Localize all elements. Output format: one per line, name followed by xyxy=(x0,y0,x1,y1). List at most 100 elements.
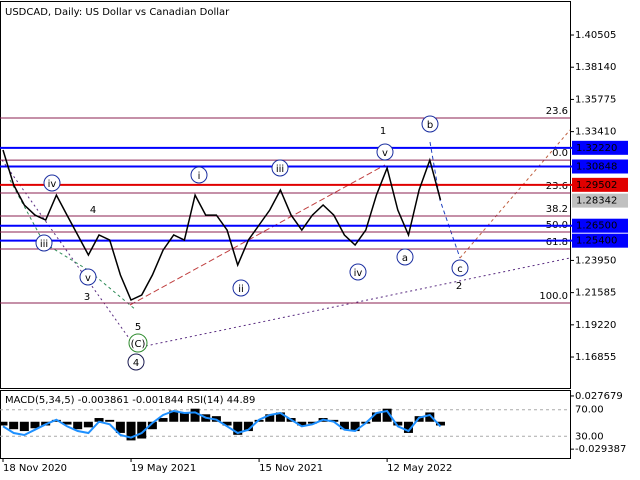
level-box xyxy=(572,140,628,155)
level-label: 1.30848 xyxy=(576,162,617,173)
macd-bar xyxy=(0,421,8,426)
fib-label: 61.8 xyxy=(546,237,568,248)
macd-bar xyxy=(275,412,285,422)
rsi-line xyxy=(2,409,442,439)
macd-bar xyxy=(105,419,115,422)
wave-circle xyxy=(79,268,97,286)
macd-bar xyxy=(393,421,403,426)
wave-label: c xyxy=(457,264,463,275)
macd-bar xyxy=(233,421,243,435)
y-tick-label: 1.23950 xyxy=(575,255,616,266)
wave-circle xyxy=(43,174,61,192)
macd-bar xyxy=(115,421,125,433)
y-tick-label: 1.33410 xyxy=(575,127,616,138)
macd-bar xyxy=(179,412,189,422)
level-box xyxy=(572,159,628,174)
macd-bar xyxy=(265,414,275,422)
wave-circle xyxy=(421,115,439,133)
macd-bar xyxy=(62,421,72,425)
y-tick-label: 1.19220 xyxy=(575,320,616,331)
wave-label: v xyxy=(85,273,91,284)
fib-label: 100.0 xyxy=(539,291,568,302)
macd-bar xyxy=(30,421,40,429)
macd-bar xyxy=(73,421,83,430)
level-box xyxy=(572,177,628,192)
wave-label: a xyxy=(402,253,408,264)
wave-label: (C) xyxy=(131,339,146,350)
y-tick-label: 1.16855 xyxy=(575,352,616,363)
wave-circle xyxy=(451,259,469,277)
chart-title: USDCAD, Daily: US Dollar vs Canadian Dol… xyxy=(5,7,230,18)
wave-label: iii xyxy=(40,239,48,250)
fib-label: 0.0 xyxy=(552,148,568,159)
wave-line xyxy=(9,179,137,311)
wave-circle xyxy=(35,234,53,252)
wave-label: i xyxy=(198,171,201,182)
x-tick-label: 18 Nov 2020 xyxy=(3,463,67,474)
wave-label: v xyxy=(382,148,388,159)
y-tick-label: 0.027679 xyxy=(575,391,623,402)
fib-label: 38.2 xyxy=(546,204,568,215)
macd-bar xyxy=(371,412,381,422)
y-tick-label: 1.40505 xyxy=(575,30,616,41)
wave-circle xyxy=(232,279,250,297)
wave-circle xyxy=(396,248,414,266)
macd-bar xyxy=(307,421,317,424)
macd-bar xyxy=(222,421,232,426)
wave-circle xyxy=(376,143,394,161)
wave-label: 2 xyxy=(456,281,462,292)
price-line xyxy=(2,149,442,302)
level-box xyxy=(572,193,628,208)
macd-bar xyxy=(297,421,307,426)
wave-label: 3 xyxy=(84,292,90,303)
macd-bar xyxy=(9,421,19,430)
wave-line xyxy=(129,164,386,306)
fib-label: 23.6 xyxy=(546,106,568,117)
wave-label: ii xyxy=(238,284,244,295)
level-box xyxy=(572,233,628,248)
x-tick-label: 19 May 2021 xyxy=(131,463,196,474)
macd-bar xyxy=(190,408,200,422)
wave-label: 4 xyxy=(90,205,96,216)
level-label: 1.25400 xyxy=(576,236,617,247)
macd-bar xyxy=(435,421,445,426)
macd-bar xyxy=(158,418,168,422)
level-label: 1.28342 xyxy=(576,196,617,207)
macd-bar xyxy=(425,412,435,422)
macd-bar xyxy=(94,418,104,422)
fib-label: 23.6 xyxy=(546,181,568,192)
forecast-line xyxy=(459,129,571,259)
wave-label: iv xyxy=(48,179,57,190)
main-panel-frame xyxy=(0,1,571,389)
macd-bar xyxy=(83,421,93,428)
macd-bar xyxy=(350,421,360,432)
indicator-title: MACD(5,34,5) -0.003861 -0.001844 RSI(14)… xyxy=(5,395,255,406)
y-tick-label: 1.21585 xyxy=(575,288,616,299)
macd-bar xyxy=(339,421,349,430)
wave-label: 4 xyxy=(133,358,139,369)
y2-tick-label: 70.00 xyxy=(575,405,604,416)
wave-label: iv xyxy=(354,268,363,279)
trend-line xyxy=(1,159,137,349)
level-label: 1.26500 xyxy=(576,221,617,232)
y2-tick-label: 30.00 xyxy=(575,431,604,442)
macd-bar xyxy=(147,421,157,430)
macd-bar xyxy=(382,408,392,422)
y-tick-label: 1.38140 xyxy=(575,62,616,73)
macd-bar xyxy=(403,421,413,433)
wave-circle xyxy=(127,353,145,371)
macd-bar xyxy=(137,421,147,439)
wave-label: b xyxy=(427,120,433,131)
x-tick-label: 12 May 2022 xyxy=(387,463,452,474)
wave-label: iii xyxy=(276,164,284,175)
level-label: 1.32220 xyxy=(576,143,617,154)
wave-circle xyxy=(349,263,367,281)
level-label: 1.29502 xyxy=(576,180,617,191)
wave-circle xyxy=(190,166,208,184)
wave-circle xyxy=(128,333,148,353)
y-tick-label: -0.029387 xyxy=(575,444,626,455)
y-tick-label: 1.35775 xyxy=(575,94,616,105)
wave-circle xyxy=(271,159,289,177)
level-box xyxy=(572,218,628,233)
